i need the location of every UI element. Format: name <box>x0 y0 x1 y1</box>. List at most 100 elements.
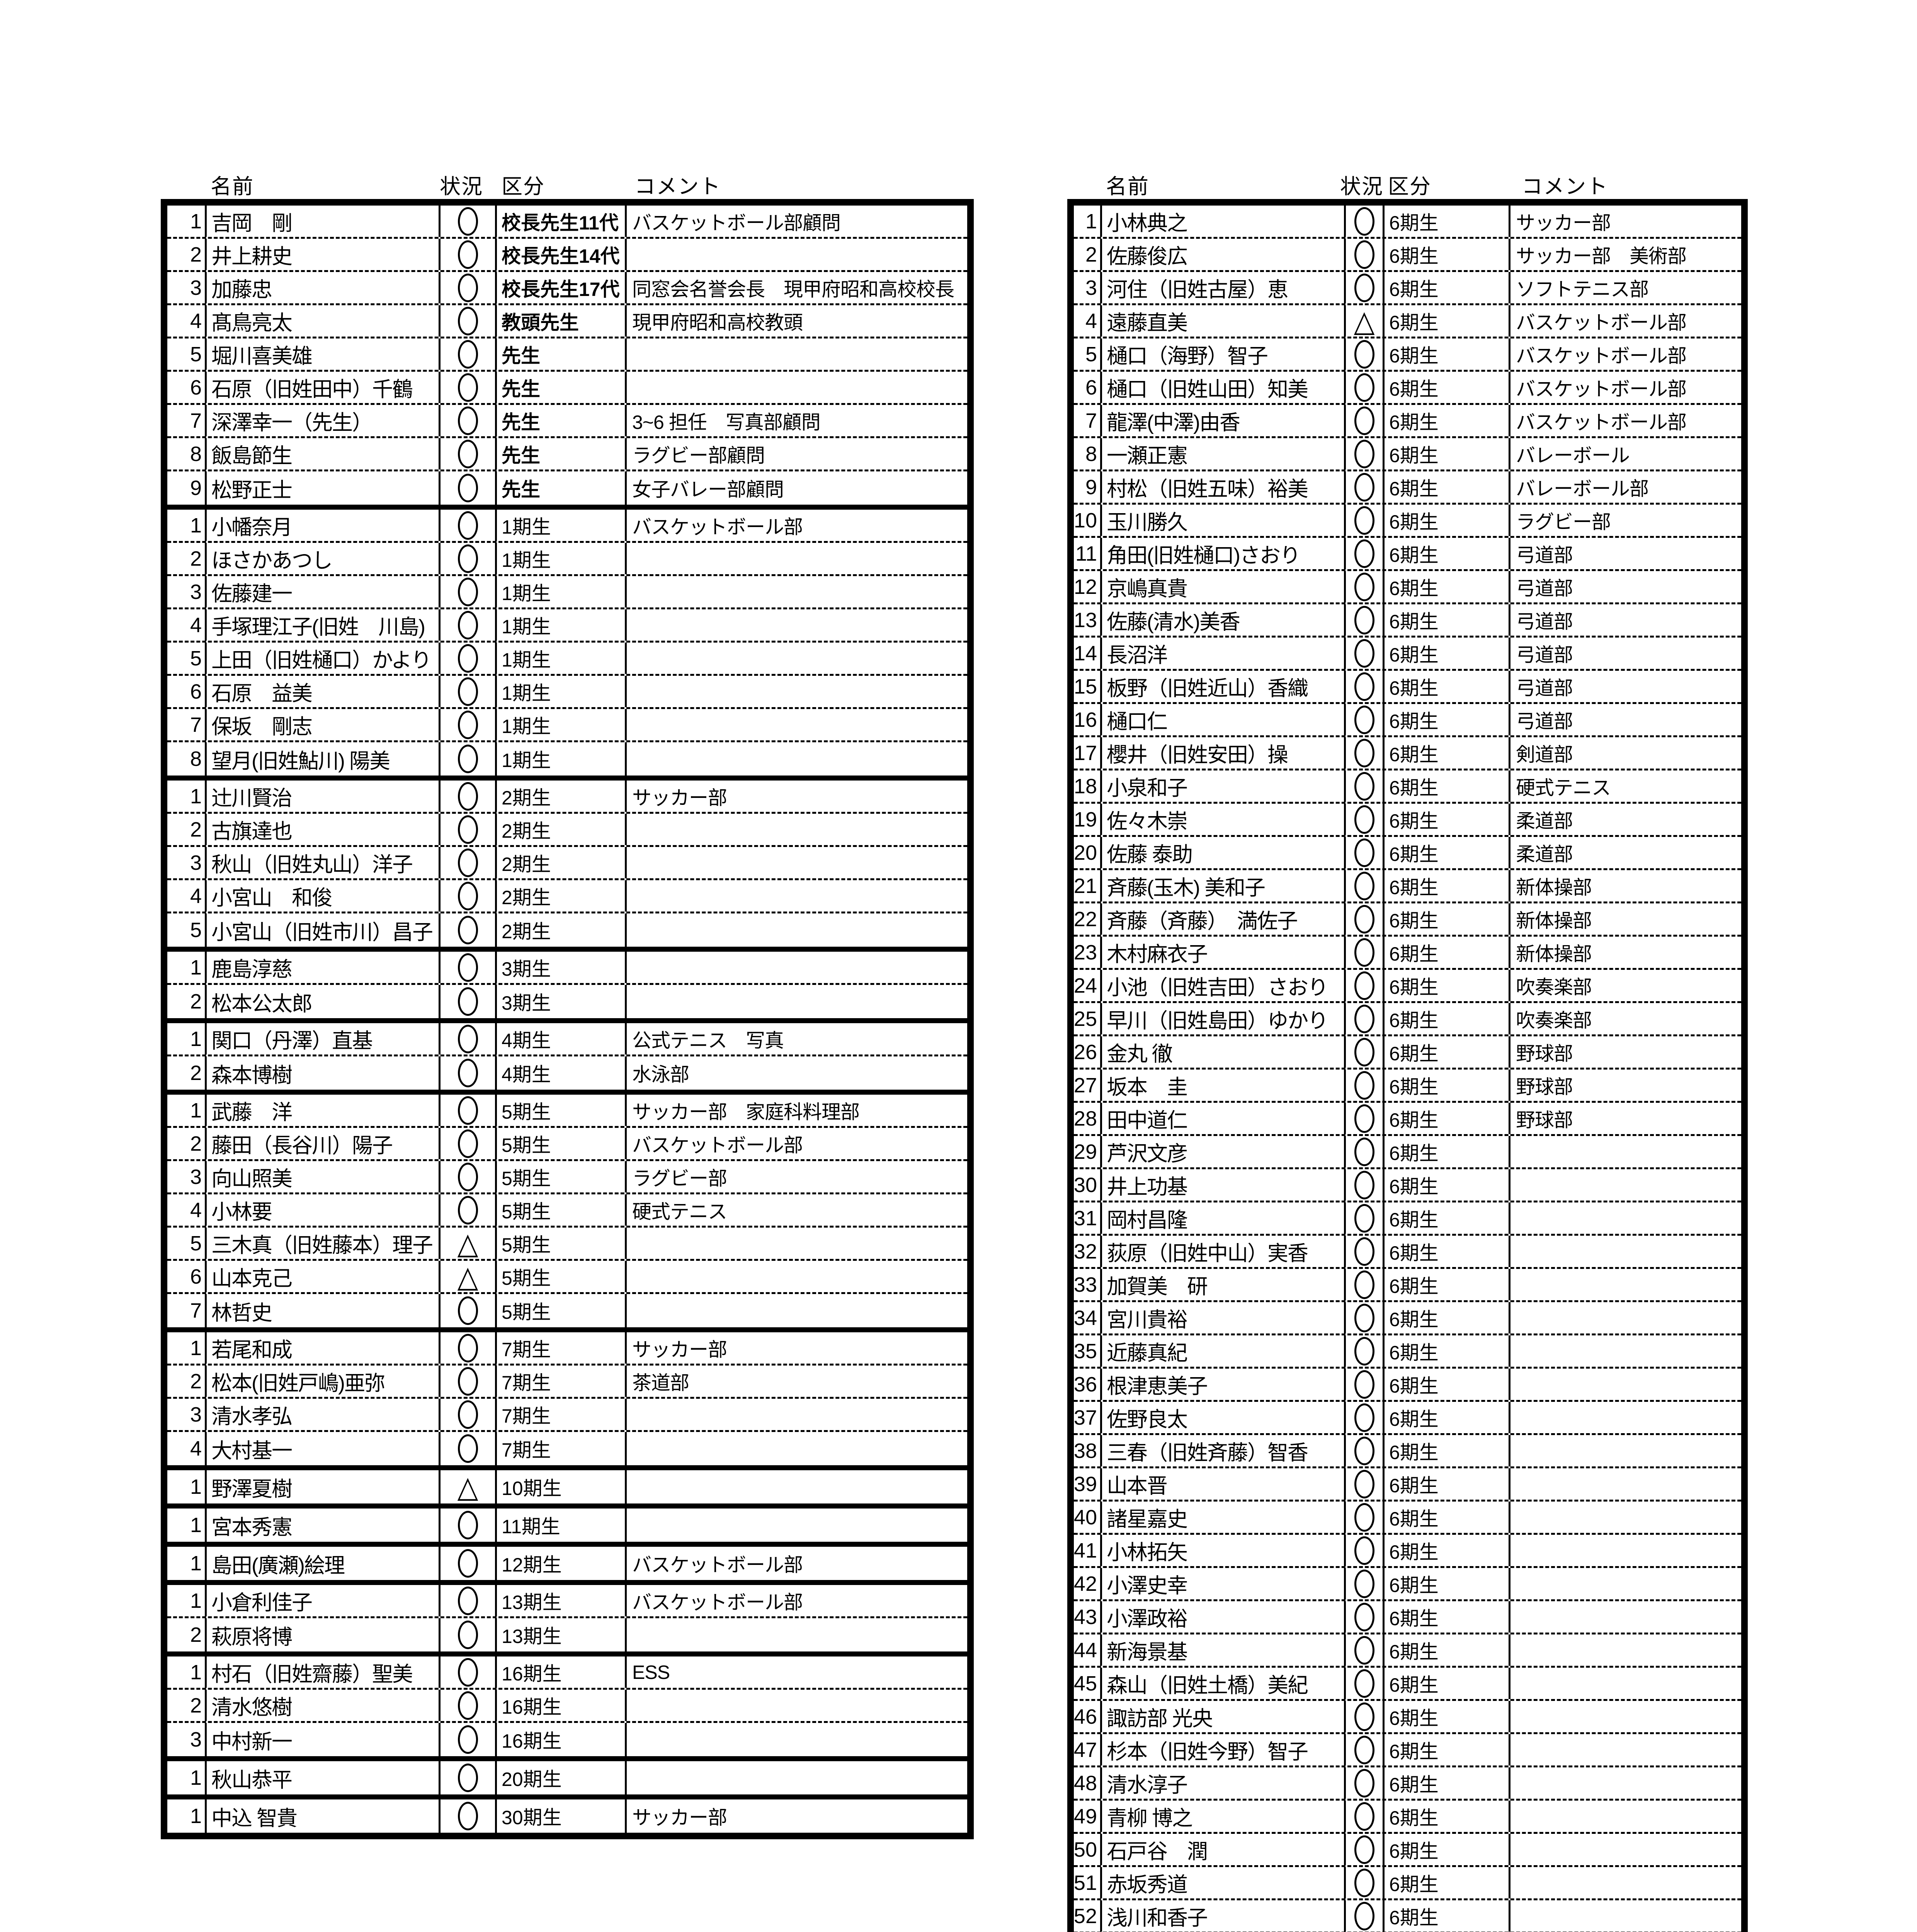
status-cell <box>1344 1801 1383 1832</box>
comment-cell: 弓道部 <box>1509 638 1741 669</box>
comment-cell: ラグビー部 <box>625 1161 967 1192</box>
status-circle-mark <box>1354 340 1374 369</box>
row-number: 30 <box>1074 1173 1097 1197</box>
table-row: 46 諏訪部 光央 6期生 <box>1074 1701 1741 1734</box>
status-cell <box>1344 1535 1383 1566</box>
category-cell: 6期生 <box>1383 1302 1509 1333</box>
row-number: 4 <box>1085 309 1097 333</box>
comment-cell <box>1509 1236 1741 1267</box>
category-cell: 6期生 <box>1383 1734 1509 1765</box>
table-row: 15 板野（旧姓近山）香織 6期生 弓道部 <box>1074 671 1741 704</box>
table-row: 2 ほさかあつし 1期生 <box>167 543 967 576</box>
comment-cell: バスケットボール部顧問 <box>625 206 967 237</box>
table-row: 3 秋山（旧姓丸山）洋子 2期生 <box>167 847 967 880</box>
status-triangle-mark: △ <box>457 1470 478 1503</box>
comment-cell <box>625 814 967 845</box>
row-number: 6 <box>190 1265 202 1288</box>
comment-cell <box>1509 1734 1741 1765</box>
row-number: 1 <box>190 1589 202 1612</box>
member-name: 小宮山（旧姓市川）昌子 <box>205 913 439 947</box>
table-row: 1 鹿島淳慈 3期生 <box>167 952 967 985</box>
comment-cell: 同窓会名誉会長 現甲府昭和高校校長 <box>625 272 967 303</box>
comment-cell: ESS <box>625 1656 967 1688</box>
member-name: 佐野良太 <box>1100 1402 1344 1433</box>
status-cell <box>1344 405 1383 436</box>
status-cell <box>439 814 495 845</box>
comment-cell <box>1509 1502 1741 1533</box>
status-cell <box>439 510 495 541</box>
status-circle-mark <box>1354 1469 1374 1498</box>
comment-cell: バレーボール部 <box>1509 471 1741 503</box>
member-name: 小池（旧姓吉田）さおり <box>1100 970 1344 1001</box>
status-cell <box>439 1023 495 1054</box>
comment-cell <box>1509 1369 1741 1400</box>
status-cell <box>1344 505 1383 536</box>
category-cell: 7期生 <box>495 1366 625 1397</box>
row-number: 50 <box>1074 1838 1097 1861</box>
status-circle-mark <box>1354 1004 1374 1033</box>
status-cell <box>439 1723 495 1756</box>
comment-cell: 野球部 <box>1509 1070 1741 1101</box>
status-triangle-mark: △ <box>1354 305 1375 337</box>
member-name: 萩原将博 <box>205 1618 439 1651</box>
table-row: 4 大村基一 7期生 <box>167 1432 967 1465</box>
table-row: 7 林哲史 5期生 <box>167 1294 967 1327</box>
member-name: 長沼洋 <box>1100 638 1344 669</box>
comment-cell <box>625 709 967 740</box>
category-cell: 6期生 <box>1383 1767 1509 1799</box>
comment-cell <box>625 985 967 1018</box>
category-cell: 1期生 <box>495 576 625 607</box>
category-cell: 6期生 <box>1383 239 1509 270</box>
comment-cell <box>625 880 967 912</box>
status-cell <box>439 676 495 707</box>
status-circle-mark <box>1354 805 1374 834</box>
table-row: 1 吉岡 剛 校長先生11代 バスケットボール部顧問 <box>167 206 967 239</box>
comment-cell <box>625 1618 967 1651</box>
category-cell: 6期生 <box>1383 305 1509 337</box>
row-number: 5 <box>190 342 202 366</box>
table-row: 16 樋口仁 6期生 弓道部 <box>1074 704 1741 737</box>
member-name: 小宮山 和俊 <box>205 880 439 912</box>
member-name: 島田(廣瀬)絵理 <box>205 1547 439 1580</box>
comment-cell: 公式テニス 写真 <box>625 1023 967 1054</box>
category-cell: 13期生 <box>495 1585 625 1616</box>
comment-cell <box>1509 1402 1741 1433</box>
category-cell: 1期生 <box>495 543 625 574</box>
table-row: 1 宮本秀憲 11期生 <box>167 1509 967 1542</box>
status-circle-mark <box>1354 971 1374 1000</box>
member-name: 古旗達也 <box>205 814 439 845</box>
comment-cell <box>625 609 967 641</box>
status-circle-mark <box>458 881 478 910</box>
status-circle-mark <box>1354 439 1374 468</box>
comment-cell: バスケットボール部 <box>625 510 967 541</box>
status-cell <box>1344 1103 1383 1134</box>
category-cell: 5期生 <box>495 1128 625 1159</box>
status-circle-mark <box>458 1333 478 1362</box>
status-circle-mark <box>1354 1503 1374 1532</box>
status-cell <box>1344 1236 1383 1267</box>
member-name: 鹿島淳慈 <box>205 952 439 983</box>
row-number: 33 <box>1074 1273 1097 1296</box>
category-cell: 1期生 <box>495 709 625 740</box>
row-number: 44 <box>1074 1638 1097 1662</box>
row-number: 23 <box>1074 940 1097 964</box>
member-name: 松野正士 <box>205 471 439 505</box>
roster-table-left: 1 吉岡 剛校長先生11代 バスケットボール部顧問 2 井上耕史 校長先生14代 3 加藤忠校… <box>161 199 974 1839</box>
member-name: 金丸 徹 <box>1100 1036 1344 1068</box>
status-circle-mark <box>1354 1669 1374 1698</box>
comment-cell: ラグビー部顧問 <box>625 438 967 469</box>
table-row: 5 上田（旧姓樋口）かより 1期生 <box>167 643 967 676</box>
status-cell <box>1344 338 1383 370</box>
row-number: 1 <box>190 1766 202 1789</box>
category-cell: 先生 <box>495 438 625 469</box>
status-circle-mark <box>458 474 478 502</box>
status-cell <box>1344 1900 1383 1932</box>
row-number: 8 <box>1085 442 1097 466</box>
status-circle-mark <box>458 1725 478 1754</box>
roster-group: 1 若尾和成 7期生 サッカー部 2 松本(旧姓戸嶋)亜弥 7期生 茶道部 3 清水孝弘 7期生 4 大… <box>167 1327 967 1465</box>
row-number: 16 <box>1074 708 1097 731</box>
category-cell: 6期生 <box>1383 1202 1509 1234</box>
category-cell: 6期生 <box>1383 604 1509 636</box>
category-cell: 校長先生11代 <box>495 206 625 237</box>
member-name: 玉川勝久 <box>1100 505 1344 536</box>
